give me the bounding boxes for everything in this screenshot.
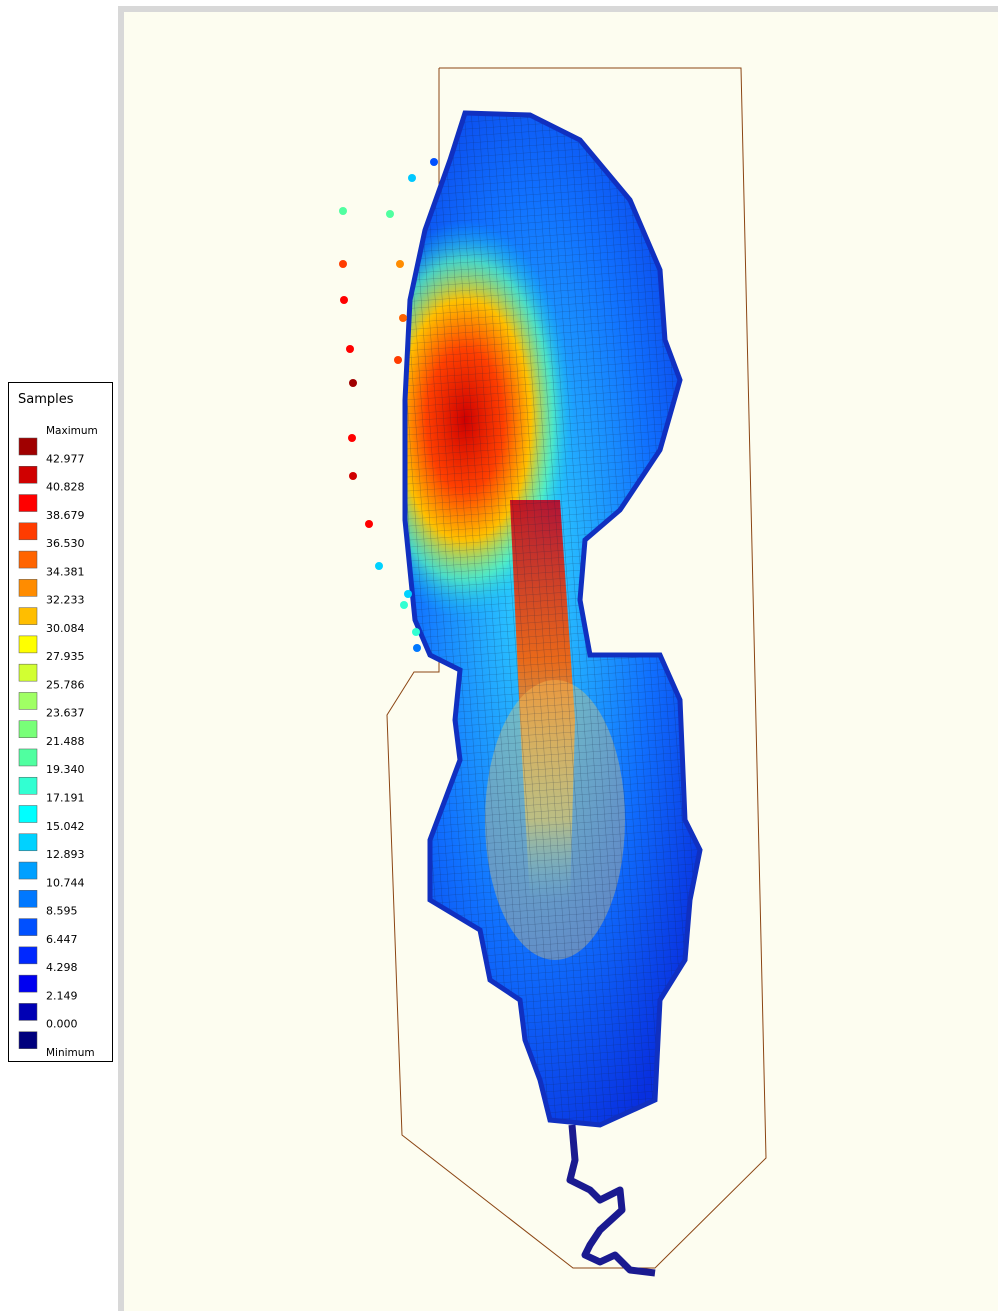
legend-label: 19.340 — [46, 763, 85, 776]
legend-swatch — [19, 890, 37, 907]
legend-swatch — [19, 834, 37, 851]
legend-swatch — [19, 1003, 37, 1020]
app-view: Samples Maximum 42.977 40.828 38.679 36.530 3… — [0, 0, 998, 1311]
legend-title: Samples — [18, 392, 74, 407]
legend-label: 0.000 — [46, 1018, 78, 1031]
legend-label: Minimum — [46, 1047, 95, 1059]
legend-label: 21.488 — [46, 735, 85, 748]
legend-label: 17.191 — [46, 792, 85, 805]
legend-label: 40.828 — [46, 481, 85, 494]
legend-label: 10.744 — [46, 876, 85, 889]
legend-swatch — [19, 664, 37, 681]
legend-label: 4.298 — [46, 961, 78, 974]
legend-label: Maximum — [46, 425, 98, 437]
legend-swatch — [19, 608, 37, 625]
legend-label: 8.595 — [46, 905, 78, 918]
page: Samples Maximum 42.977 40.828 38.679 36.530 3… — [0, 0, 998, 1311]
legend-label: 12.893 — [46, 848, 85, 861]
legend-swatch — [19, 919, 37, 936]
legend-swatch — [19, 692, 37, 709]
legend-swatch — [19, 975, 37, 992]
legend-swatch — [19, 438, 37, 455]
legend-swatch — [19, 862, 37, 879]
legend: Samples Maximum 42.977 40.828 38.679 36.530 3… — [9, 383, 113, 1062]
legend-swatch — [19, 579, 37, 596]
legend-swatch — [19, 721, 37, 738]
legend-label: 34.381 — [46, 565, 85, 578]
legend-swatch — [19, 495, 37, 512]
legend-swatch — [19, 1032, 37, 1049]
legend-swatch — [19, 523, 37, 540]
legend-label: 25.786 — [46, 678, 85, 691]
legend-label: 15.042 — [46, 820, 85, 833]
legend-label: 23.637 — [46, 707, 85, 720]
legend-label: 42.977 — [46, 452, 85, 465]
legend-label: 30.084 — [46, 622, 85, 635]
legend-swatch — [19, 749, 37, 766]
legend-swatch — [19, 466, 37, 483]
legend-label: 38.679 — [46, 509, 85, 522]
legend-swatch — [19, 636, 37, 653]
legend-swatch — [19, 551, 37, 568]
legend-swatch — [19, 777, 37, 794]
legend-label: 32.233 — [46, 594, 85, 607]
legend-label: 2.149 — [46, 989, 78, 1002]
legend-swatch — [19, 806, 37, 823]
legend-label: 27.935 — [46, 650, 85, 663]
legend-label: 6.447 — [46, 933, 78, 946]
legend-label: 36.530 — [46, 537, 85, 550]
legend-swatch — [19, 947, 37, 964]
